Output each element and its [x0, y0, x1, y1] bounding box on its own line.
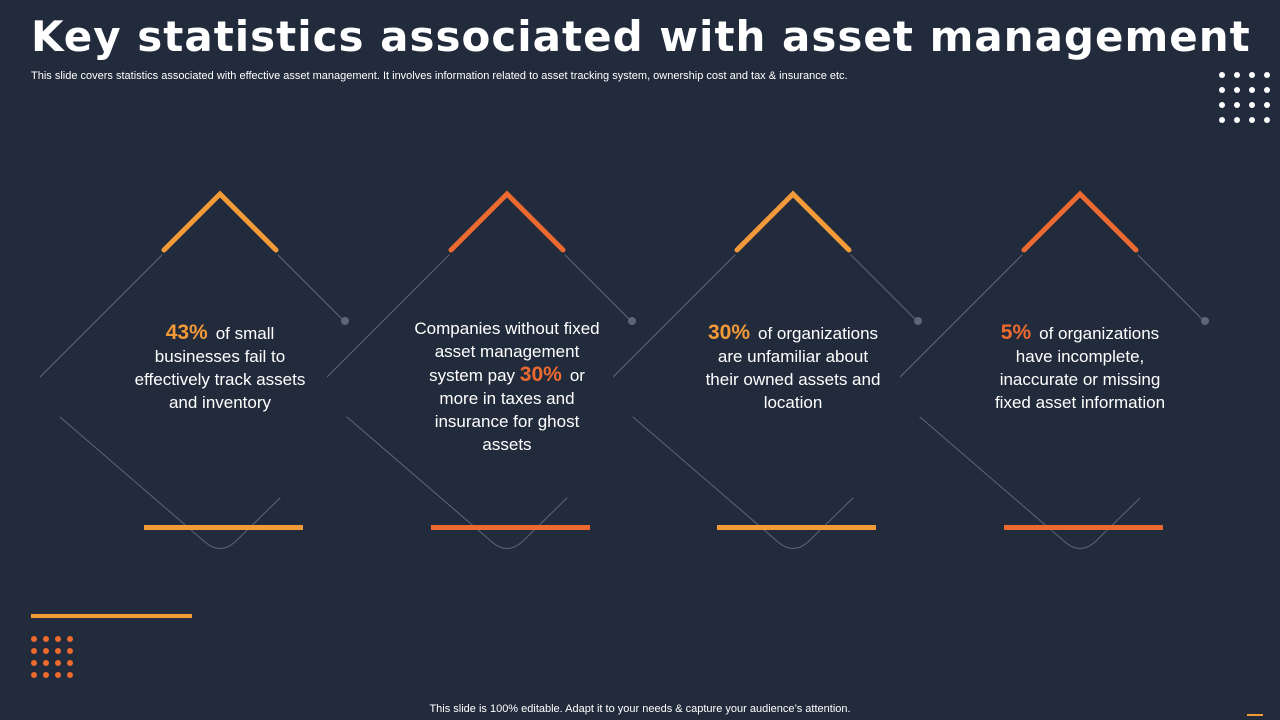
decorative-dot	[1219, 102, 1225, 108]
decorative-dot	[55, 672, 61, 678]
stat-card-4: 5% of organizations have incomplete, inac…	[900, 180, 1260, 560]
stat-percent: 43%	[165, 321, 208, 344]
stat-description: of small businesses fail to effectively …	[134, 324, 306, 412]
accent-bar	[31, 614, 192, 618]
stat-text: Companies without fixed asset management…	[413, 317, 601, 456]
decorative-dot	[1249, 117, 1255, 123]
decorative-dot	[31, 636, 37, 642]
decorative-dot	[43, 660, 49, 666]
decorative-dot	[67, 648, 73, 654]
decorative-dot	[1264, 117, 1270, 123]
decorative-dot	[1219, 72, 1225, 78]
stat-text: 30% of organizations are unfamiliar about…	[699, 321, 887, 414]
stat-percent: 5%	[1000, 321, 1032, 344]
dot-grid-decoration-bottom-left	[31, 636, 73, 678]
decorative-dot	[1249, 87, 1255, 93]
slide-subtitle: This slide covers statistics associated …	[31, 70, 848, 82]
decorative-dot	[43, 672, 49, 678]
diamond-frame	[613, 190, 922, 549]
decorative-dot	[55, 660, 61, 666]
decorative-dot	[1234, 72, 1240, 78]
decorative-dot	[1249, 72, 1255, 78]
decorative-dot	[1219, 87, 1225, 93]
diamond-frame	[40, 190, 349, 549]
decorative-dot	[1264, 87, 1270, 93]
diamond-frame	[900, 190, 1209, 549]
dot-grid-decoration-top-right	[1219, 72, 1271, 124]
stat-text: 43% of small businesses fail to effective…	[126, 321, 314, 414]
stat-description: of organizations are unfamiliar about th…	[705, 324, 881, 412]
decorative-dot	[31, 660, 37, 666]
stat-card-3: 30% of organizations are unfamiliar about…	[613, 180, 973, 560]
decorative-dot	[1234, 87, 1240, 93]
stat-description-before: Companies without fixed asset management…	[414, 319, 600, 385]
slide-title: Key statistics associated with asset man…	[31, 12, 1251, 61]
decorative-dot	[1249, 102, 1255, 108]
slide-footer: This slide is 100% editable. Adapt it to…	[429, 703, 851, 715]
decorative-dot	[1219, 117, 1225, 123]
decorative-dot	[55, 636, 61, 642]
diamond-frame	[327, 190, 636, 549]
decorative-dot	[55, 648, 61, 654]
decorative-dot	[1264, 72, 1270, 78]
stat-description: or more in taxes and insurance for ghost…	[434, 366, 585, 454]
decorative-dot	[31, 672, 37, 678]
stat-card-1: 43% of small businesses fail to effective…	[40, 180, 400, 560]
stat-text: 5% of organizations have incomplete, inac…	[986, 321, 1174, 414]
stat-card-2: Companies without fixed asset management…	[327, 180, 687, 560]
decorative-dot	[67, 672, 73, 678]
decorative-dot	[43, 648, 49, 654]
corner-accent	[1247, 714, 1263, 716]
stat-percent: 30%	[707, 321, 750, 344]
decorative-dot	[1264, 102, 1270, 108]
stat-percent: 30%	[519, 363, 562, 386]
decorative-dot	[1234, 117, 1240, 123]
decorative-dot	[43, 636, 49, 642]
decorative-dot	[1234, 102, 1240, 108]
decorative-dot	[67, 660, 73, 666]
decorative-dot	[31, 648, 37, 654]
stat-description: of organizations have incomplete, inaccu…	[994, 324, 1166, 412]
decorative-dot	[67, 636, 73, 642]
